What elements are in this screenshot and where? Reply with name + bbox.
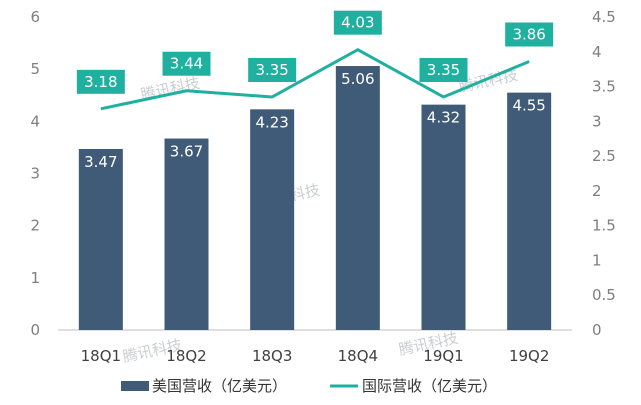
category-label: 18Q2 — [166, 347, 206, 365]
bar — [335, 66, 380, 330]
line-label-box — [505, 22, 554, 47]
line-value-label: 3.35 — [427, 61, 460, 79]
bar-value-label: 3.47 — [84, 153, 117, 171]
right-tick-label: 3.5 — [592, 78, 616, 96]
bar — [507, 92, 552, 331]
line-label-box — [419, 57, 468, 82]
bar — [421, 104, 466, 330]
right-tick-label: 4.5 — [592, 8, 616, 26]
bar-value-label: 4.32 — [427, 109, 460, 127]
line-value-label: 3.44 — [170, 55, 203, 73]
left-tick-label: 2 — [30, 217, 40, 235]
line-path — [100, 48, 530, 111]
bar-value-label: 5.06 — [341, 70, 374, 88]
category-label: 18Q4 — [338, 347, 378, 365]
left-tick-label: 3 — [30, 165, 40, 183]
bar — [164, 138, 209, 330]
line-label-box — [76, 69, 125, 94]
line-value-label: 3.35 — [255, 61, 288, 79]
legend-bar-swatch — [121, 381, 149, 391]
legend-line-label: 国际营收（亿美元） — [362, 377, 497, 395]
left-tick-label: 1 — [30, 269, 40, 287]
category-labels: 18Q1 18Q2 18Q3 18Q4 19Q1 19Q2 — [81, 347, 550, 365]
bar-value-label: 3.67 — [170, 143, 203, 161]
right-tick-label: 1.5 — [592, 217, 616, 235]
right-tick-label: 0.5 — [592, 286, 616, 304]
category-label: 18Q3 — [252, 347, 292, 365]
right-tick-label: 4 — [592, 43, 602, 61]
right-tick-label: 0 — [592, 321, 602, 339]
category-label: 18Q1 — [81, 347, 121, 365]
legend-bar-label: 美国营收（亿美元） — [152, 377, 287, 395]
legend: 美国营收（亿美元） 国际营收（亿美元） — [121, 377, 497, 395]
line-value-label: 3.18 — [84, 73, 117, 91]
bar — [250, 109, 295, 331]
right-tick-label: 3 — [592, 112, 602, 130]
line-value-label: 3.86 — [512, 26, 545, 44]
category-label: 19Q2 — [509, 347, 549, 365]
bar — [78, 148, 123, 330]
bar-value-label: 4.23 — [255, 113, 288, 131]
line-series: 3.18 3.44 3.35 4.03 3.35 3.86 — [76, 10, 554, 111]
right-tick-label: 2.5 — [592, 147, 616, 165]
category-label: 19Q1 — [423, 347, 463, 365]
right-tick-label: 2 — [592, 182, 602, 200]
bars: 3.47 3.67 4.23 5.06 4.32 4.55 — [78, 66, 552, 331]
left-tick-label: 4 — [30, 112, 40, 130]
line-label-box — [162, 51, 211, 76]
bar-value-label: 4.55 — [512, 97, 545, 115]
line-label-box — [333, 10, 382, 35]
left-tick-label: 6 — [30, 8, 40, 26]
right-tick-label: 1 — [592, 251, 602, 269]
left-tick-label: 0 — [30, 321, 40, 339]
left-axis: 0 1 2 3 4 5 6 — [30, 8, 40, 339]
right-axis: 0 0.5 1 1.5 2 2.5 3 3.5 4 4.5 — [592, 8, 616, 339]
left-tick-label: 5 — [30, 60, 40, 78]
line-value-label: 4.03 — [341, 14, 374, 32]
line-label-box — [248, 57, 297, 82]
